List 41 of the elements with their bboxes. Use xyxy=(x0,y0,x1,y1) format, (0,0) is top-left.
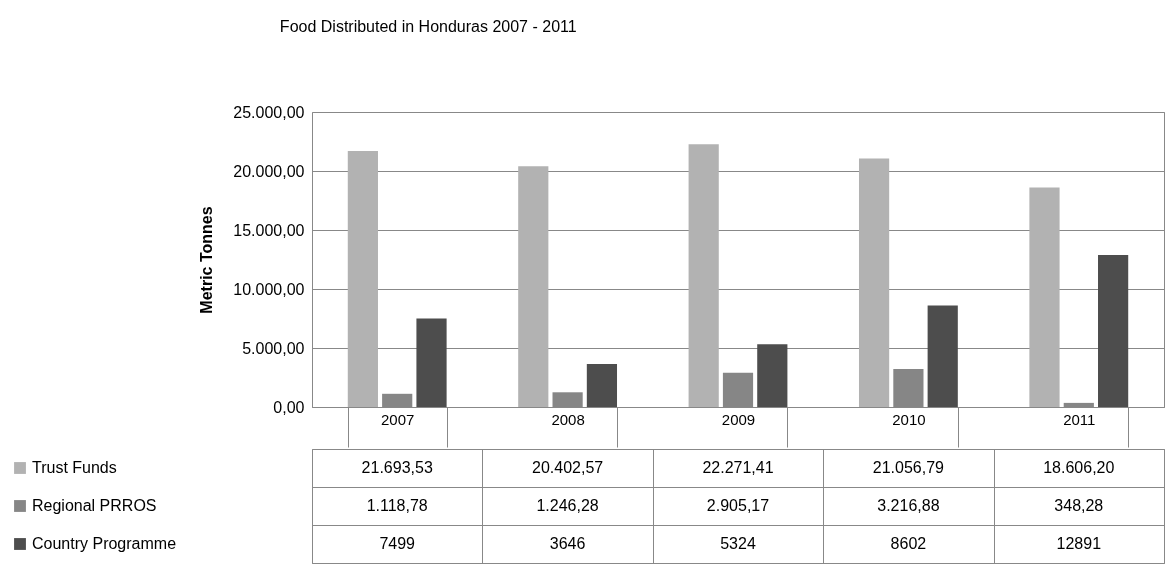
bar xyxy=(586,363,618,407)
chart-title: Food Distributed in Honduras 2007 - 2011 xyxy=(279,17,577,35)
legend-label: Regional PRROS xyxy=(32,497,157,514)
bar xyxy=(1029,187,1060,407)
data-label: 348,28 xyxy=(1054,497,1104,514)
legend-label: Trust Funds xyxy=(32,459,117,476)
data-label: 8602 xyxy=(890,535,927,552)
bar xyxy=(858,158,890,407)
legend-label: Country Programme xyxy=(32,535,177,552)
data-label: 1.118,78 xyxy=(366,497,428,514)
y-tick-label: 25.000,00 xyxy=(233,103,305,121)
data-label: 2.905,17 xyxy=(706,497,770,514)
data-label: 12891 xyxy=(1056,535,1102,552)
bar xyxy=(688,144,719,407)
data-label: 1.246,28 xyxy=(536,497,599,514)
data-label: 3.216,88 xyxy=(877,497,940,514)
bar xyxy=(347,151,378,407)
bar xyxy=(927,305,958,407)
y-tick-label: 20.000,00 xyxy=(233,162,305,180)
bar xyxy=(1098,254,1129,407)
data-label: 22.271,41 xyxy=(702,459,774,476)
y-tick-label: 0,00 xyxy=(273,398,305,416)
data-label: 21.056,79 xyxy=(872,459,945,476)
x-tick-label: 2007 xyxy=(381,410,415,428)
data-label: 7499 xyxy=(379,535,416,552)
x-tick-label: 2009 xyxy=(721,410,756,428)
data-label: 21.693,53 xyxy=(361,459,433,476)
y-axis-title: Metric Tonnes xyxy=(198,206,216,314)
y-tick-label: 15.000,00 xyxy=(233,221,305,239)
data-label: 3646 xyxy=(549,535,586,552)
y-tick-label: 5.000,00 xyxy=(242,339,305,357)
x-tick-label: 2008 xyxy=(551,410,585,428)
data-label: 18.606,20 xyxy=(1043,459,1115,476)
bar xyxy=(518,166,549,407)
y-tick-label: 10.000,00 xyxy=(233,280,305,298)
x-tick-label: 2010 xyxy=(892,410,926,428)
bar xyxy=(757,344,788,407)
data-label: 20.402,57 xyxy=(532,459,604,476)
bar xyxy=(416,318,447,407)
x-tick-label: 2011 xyxy=(1063,410,1096,428)
data-label: 5324 xyxy=(720,535,756,552)
